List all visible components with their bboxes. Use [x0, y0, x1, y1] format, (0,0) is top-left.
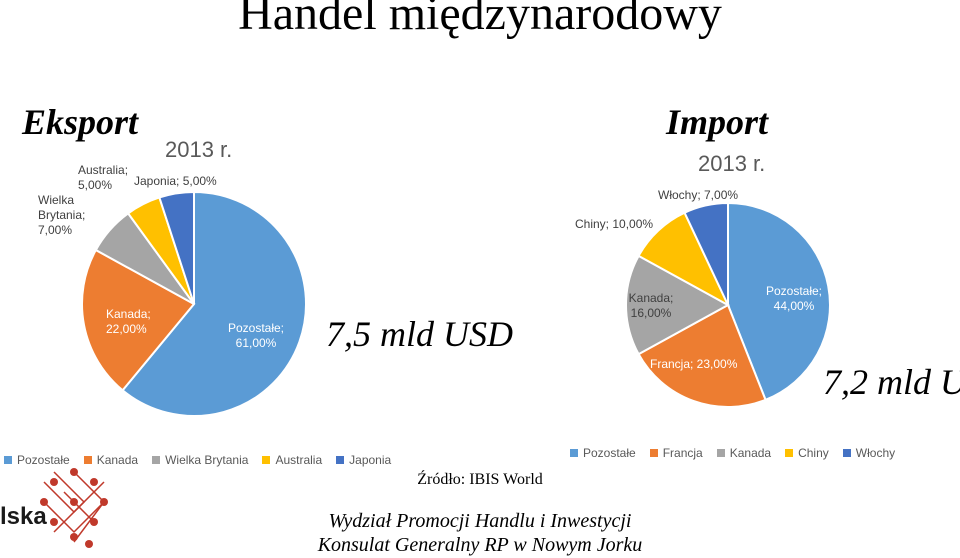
legend-label: Kanada	[729, 446, 772, 460]
import-slice-wlochy	[683, 201, 729, 306]
logo-icon	[40, 468, 108, 548]
export-slice-japonia	[158, 190, 195, 305]
legend-label: Australia	[275, 453, 323, 467]
import-legend-item-pozostale: Pozostałe	[570, 446, 636, 460]
export-label-wielka-brytania: Wielka Brytania; 7,00%	[38, 193, 85, 237]
import-pie-chart: Pozostałe; 44,00% Francja; 23,00% Kanada; 16…	[575, 188, 831, 408]
legend-label: Francja	[662, 446, 703, 460]
import-label-francja: Francja; 23,00%	[650, 357, 738, 371]
import-legend: Pozostałe Francja Kanada Chiny Włochy	[570, 446, 895, 460]
legend-label: Chiny	[798, 446, 829, 460]
export-chart-title: 2013 r.	[165, 137, 233, 162]
import-section-title: Import	[666, 102, 769, 142]
import-legend-item-wlochy: Włochy	[842, 446, 896, 460]
legend-swatch	[785, 449, 794, 457]
legend-label: Kanada	[96, 453, 139, 467]
import-label-pozostale: Pozostałe; 44,00%	[766, 284, 822, 313]
export-legend-item-wielka-brytania: Wielka Brytania	[152, 453, 248, 467]
legend-swatch	[152, 456, 161, 464]
import-slice-kanada	[625, 254, 731, 356]
export-total: 7,5 mld USD	[326, 314, 513, 354]
legend-swatch	[716, 449, 725, 457]
export-legend: Pozostałe Kanada Wielka Brytania Australia J…	[4, 453, 391, 467]
import-legend-item-kanada: Kanada	[716, 446, 772, 460]
import-label-wlochy: Włochy; 7,00%	[658, 188, 738, 202]
legend-label: Pozostałe	[17, 453, 70, 467]
import-slice-francja	[637, 303, 767, 408]
export-legend-item-japonia: Japonia	[336, 453, 391, 467]
export-label-japonia: Japonia; 5,00%	[134, 174, 217, 188]
export-label-pozostale: Pozostałe; 61,00%	[228, 321, 284, 350]
legend-label: Włochy	[855, 446, 896, 460]
footer-line-1: Wydział Promocji Handlu i Inwestycji	[328, 510, 632, 532]
footer-line-2: Konsulat Generalny RP w Nowym Jorku	[317, 534, 643, 556]
import-legend-item-francja: Francja	[649, 446, 703, 460]
source-note: Źródło: IBIS World	[417, 471, 543, 488]
import-total: 7,2 mld U	[823, 362, 960, 402]
import-label-chiny: Chiny; 10,00%	[575, 217, 653, 231]
import-label-kanada: Kanada; 16,00%	[629, 291, 674, 320]
export-legend-item-australia: Australia	[262, 453, 322, 467]
import-slice-pozostale	[727, 201, 831, 402]
legend-label: Japonia	[349, 453, 392, 467]
export-label-kanada: Kanada; 22,00%	[106, 307, 151, 336]
import-legend-item-chiny: Chiny	[785, 446, 829, 460]
export-pie-chart: Pozostałe; 61,00% Kanada; 22,00% Wielka Bryta…	[38, 163, 307, 417]
logo-text: lska	[0, 503, 47, 530]
legend-swatch	[4, 456, 12, 464]
export-slice-pozostale	[121, 190, 307, 417]
export-legend-item-kanada: Kanada	[83, 453, 139, 467]
page-title: Handel międzynarodowy	[238, 0, 722, 40]
legend-swatch	[570, 449, 578, 457]
export-legend-item-pozostale: Pozostałe	[4, 453, 70, 467]
legend-swatch	[842, 449, 851, 457]
export-slice-kanada	[81, 248, 196, 392]
legend-swatch	[649, 449, 658, 457]
legend-label: Wielka Brytania	[165, 453, 249, 467]
legend-swatch	[262, 456, 271, 464]
export-section-title: Eksport	[22, 102, 139, 142]
legend-label: Pozostałe	[583, 446, 636, 460]
legend-swatch	[83, 456, 92, 464]
legend-swatch	[336, 456, 345, 464]
import-chart-title: 2013 r.	[698, 151, 766, 176]
export-label-australia: Australia; 5,00%	[78, 163, 128, 192]
